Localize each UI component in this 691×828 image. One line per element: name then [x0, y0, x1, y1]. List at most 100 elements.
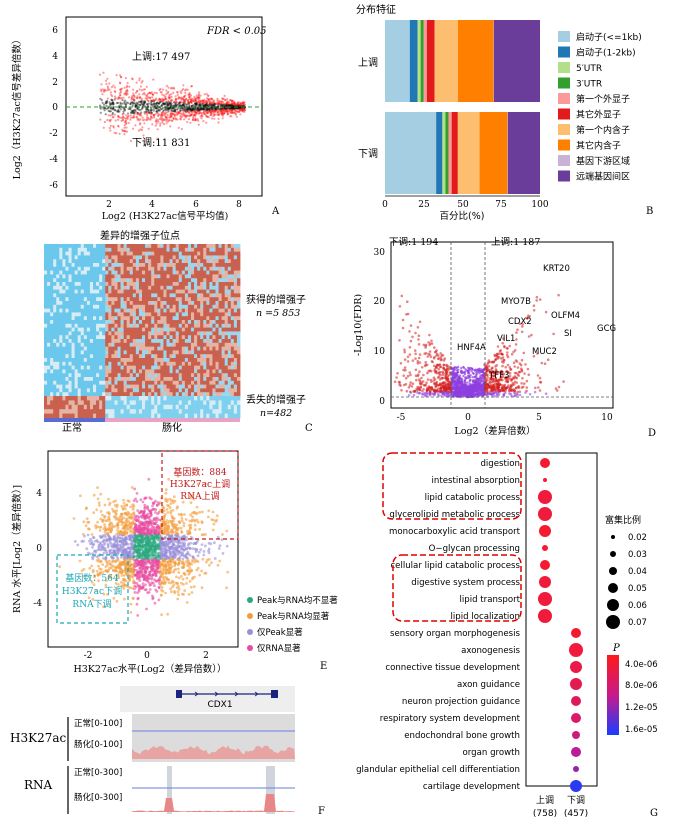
heat-cell: [142, 301, 145, 305]
lost-label: 丢失的增强子: [246, 393, 306, 406]
heat-cell: [176, 328, 179, 332]
heat-cell: [65, 320, 68, 324]
heat-cell: [69, 388, 72, 392]
heat-cell: [209, 244, 212, 248]
heat-cell: [130, 343, 133, 347]
heat-cell: [118, 369, 121, 373]
heat-cell: [59, 316, 62, 320]
heat-cell: [130, 244, 133, 248]
heat-cell: [78, 316, 81, 320]
volcano-point: [418, 370, 421, 373]
heat-cell: [216, 331, 219, 335]
heat-cell: [78, 290, 81, 294]
ma-point: [184, 89, 186, 91]
heat-cell: [176, 248, 179, 252]
heat-cell: [136, 309, 139, 313]
legend-swatch: [558, 47, 570, 58]
heat-cell: [62, 388, 65, 392]
heat-cell: [173, 343, 176, 347]
ma-point: [203, 108, 205, 110]
heat-cell: [75, 252, 78, 256]
heat-cell: [157, 381, 160, 385]
heat-cell: [142, 347, 145, 351]
heat-cell: [99, 259, 102, 263]
heat-cell: [53, 271, 56, 275]
ma-point: [139, 77, 141, 79]
y-axis-label: Log2（H3K27ac信号差异倍数）: [11, 35, 23, 180]
heat-cell: [194, 267, 197, 271]
heat-cell: [72, 343, 75, 347]
heat-cell: [133, 312, 136, 316]
heat-cell: [148, 385, 151, 389]
heat-cell: [56, 414, 59, 419]
heat-cell: [50, 358, 53, 362]
heat-cell: [139, 293, 142, 297]
heat-cell: [219, 293, 222, 297]
heat-cell: [121, 252, 124, 256]
heat-cell: [136, 385, 139, 389]
ma-point: [173, 117, 175, 119]
heat-cell: [105, 297, 108, 301]
heat-cell: [84, 297, 87, 301]
heat-cell: [99, 244, 102, 248]
heat-cell: [69, 316, 72, 320]
heat-cell: [200, 405, 203, 410]
heat-cell: [59, 263, 62, 267]
heat-cell: [127, 405, 130, 410]
ma-point: [127, 118, 129, 120]
heat-cell: [96, 316, 99, 320]
heat-cell: [182, 339, 185, 343]
heat-cell: [56, 286, 59, 290]
heat-cell: [182, 301, 185, 305]
heat-cell: [102, 286, 105, 290]
heat-cell: [206, 385, 209, 389]
heat-cell: [105, 335, 108, 339]
ma-point: [162, 89, 164, 91]
heat-cell: [222, 392, 225, 396]
heat-cell: [127, 354, 130, 358]
heat-cell: [191, 274, 194, 278]
heat-cell: [151, 255, 154, 259]
heat-cell: [78, 362, 81, 366]
heat-cell: [145, 316, 148, 320]
heat-cell: [81, 350, 84, 354]
heat-cell: [179, 358, 182, 362]
heat-cell: [185, 343, 188, 347]
heat-cell: [170, 328, 173, 332]
heat-cell: [163, 328, 166, 332]
heat-cell: [47, 248, 50, 252]
heat-cell: [133, 366, 136, 370]
heat-cell: [102, 339, 105, 343]
heat-cell: [62, 328, 65, 332]
heat-cell: [179, 335, 182, 339]
heat-cell: [203, 286, 206, 290]
heat-cell: [75, 255, 78, 259]
heat-cell: [234, 400, 237, 405]
heat-cell: [148, 274, 151, 278]
volcano-point: [407, 356, 410, 359]
heat-cell: [90, 293, 93, 297]
ma-point: [185, 116, 187, 118]
ma-point: [188, 111, 190, 113]
heat-cell: [99, 297, 102, 301]
heat-cell: [145, 274, 148, 278]
heat-cell: [75, 385, 78, 389]
heat-cell: [163, 369, 166, 373]
heat-cell: [78, 396, 81, 401]
heat-cell: [87, 309, 90, 313]
xtick: 25: [418, 200, 430, 210]
heat-cell: [160, 263, 163, 267]
heat-cell: [231, 297, 234, 301]
heat-cell: [84, 282, 87, 286]
heat-cell: [127, 309, 130, 313]
heat-cell: [145, 328, 148, 332]
heat-cell: [90, 354, 93, 358]
heat-cell: [194, 286, 197, 290]
heat-cell: [118, 263, 121, 267]
heat-cell: [108, 267, 111, 271]
heat-cell: [212, 400, 215, 405]
ma-point: [106, 119, 108, 121]
heat-cell: [163, 414, 166, 419]
heat-cell: [133, 354, 136, 358]
heat-cell: [176, 392, 179, 396]
